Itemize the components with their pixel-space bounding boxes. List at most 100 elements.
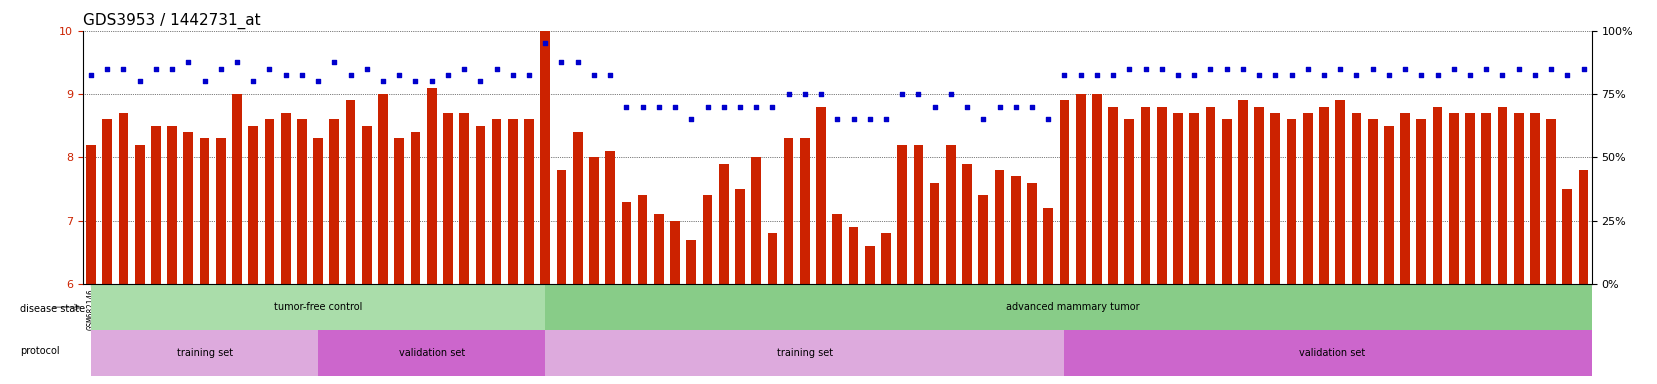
Point xyxy=(726,104,752,110)
Bar xyxy=(280,113,290,284)
Bar xyxy=(1432,107,1442,284)
Point xyxy=(711,104,737,110)
Bar xyxy=(1561,189,1571,284)
Bar xyxy=(1529,113,1539,284)
Bar xyxy=(545,284,1599,330)
Bar xyxy=(411,132,421,284)
Point xyxy=(1471,66,1498,72)
Bar xyxy=(978,195,988,284)
Point xyxy=(1067,72,1094,78)
Point xyxy=(1180,72,1206,78)
Point xyxy=(1342,72,1369,78)
Point xyxy=(467,78,494,84)
Bar xyxy=(832,214,842,284)
Bar xyxy=(442,113,452,284)
Point xyxy=(872,116,898,122)
Bar xyxy=(1465,113,1475,284)
Point xyxy=(790,91,817,97)
Bar xyxy=(1253,107,1263,284)
Bar xyxy=(1075,94,1085,284)
Bar xyxy=(540,31,550,284)
Bar xyxy=(91,284,545,330)
Bar xyxy=(184,132,194,284)
Point xyxy=(288,72,315,78)
Bar xyxy=(1546,119,1554,284)
Bar xyxy=(215,138,225,284)
Bar xyxy=(751,157,761,284)
Point xyxy=(824,116,850,122)
Bar xyxy=(524,119,534,284)
Bar xyxy=(507,119,517,284)
Point xyxy=(1423,72,1450,78)
Bar xyxy=(880,233,890,284)
Point xyxy=(1115,66,1142,72)
Bar xyxy=(167,126,177,284)
Point xyxy=(1311,72,1337,78)
Point xyxy=(434,72,461,78)
Point xyxy=(661,104,688,110)
Bar xyxy=(1205,107,1215,284)
Bar xyxy=(199,138,209,284)
Bar xyxy=(573,132,582,284)
Bar xyxy=(896,145,906,284)
Point xyxy=(905,91,931,97)
Bar xyxy=(605,151,615,284)
Text: validation set: validation set xyxy=(398,348,464,358)
Point xyxy=(1244,72,1271,78)
Bar xyxy=(1302,113,1312,284)
Point xyxy=(807,91,833,97)
Point xyxy=(694,104,721,110)
Point xyxy=(613,104,640,110)
Bar xyxy=(686,240,696,284)
Bar xyxy=(361,126,371,284)
Bar xyxy=(1173,113,1181,284)
Point xyxy=(143,66,169,72)
Point xyxy=(742,104,769,110)
Bar xyxy=(767,233,777,284)
Point xyxy=(94,66,121,72)
Bar xyxy=(134,145,144,284)
Point xyxy=(1440,66,1466,72)
Bar xyxy=(1286,119,1296,284)
Point xyxy=(1148,66,1175,72)
Point xyxy=(257,66,283,72)
Bar xyxy=(703,195,713,284)
Bar xyxy=(784,138,794,284)
Bar xyxy=(1513,113,1523,284)
Bar xyxy=(1140,107,1150,284)
Bar xyxy=(103,119,113,284)
Bar xyxy=(734,189,744,284)
Bar xyxy=(492,119,500,284)
Bar xyxy=(1026,183,1036,284)
Bar xyxy=(1334,100,1344,284)
Bar xyxy=(346,100,355,284)
Bar xyxy=(848,227,858,284)
Bar xyxy=(1188,113,1198,284)
Point xyxy=(224,59,250,65)
Bar xyxy=(1269,113,1279,284)
Bar xyxy=(719,164,727,284)
Point xyxy=(645,104,671,110)
Bar xyxy=(669,221,679,284)
Point xyxy=(1132,66,1158,72)
Bar xyxy=(313,138,323,284)
Text: advanced mammary tumor: advanced mammary tumor xyxy=(1006,302,1138,312)
Point xyxy=(109,66,136,72)
Point xyxy=(1553,72,1579,78)
Text: tumor-free control: tumor-free control xyxy=(273,302,363,312)
Bar xyxy=(232,94,242,284)
Bar xyxy=(913,145,923,284)
Point xyxy=(1051,72,1077,78)
Bar xyxy=(297,119,307,284)
Point xyxy=(986,104,1012,110)
Bar xyxy=(1384,126,1394,284)
Point xyxy=(840,116,867,122)
Point xyxy=(240,78,267,84)
Point xyxy=(336,72,363,78)
Point xyxy=(1521,72,1548,78)
Point xyxy=(78,72,104,78)
Bar xyxy=(91,330,318,376)
Bar xyxy=(330,119,340,284)
Point xyxy=(499,72,525,78)
Point xyxy=(857,116,883,122)
